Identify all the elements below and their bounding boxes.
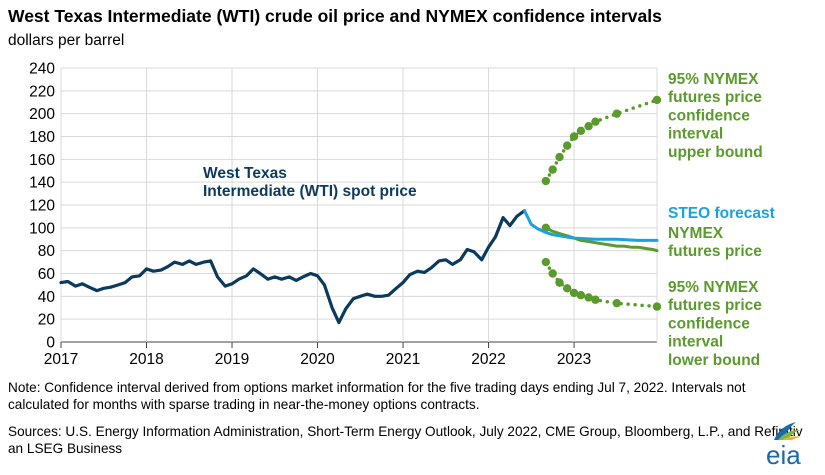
upper-bound-point [548,165,557,174]
lower-bound-point [563,284,572,293]
upper-bound-point [569,132,579,141]
lower-bound-point [541,257,551,267]
gridlines [60,67,658,343]
annotation-nymex: NYMEX [668,225,724,242]
y-tick-label: 200 [29,106,55,123]
steo-series-line [523,209,659,242]
wti-series-line [59,209,527,325]
x-tick-label: 2017 [44,351,78,368]
y-tick-label: 240 [29,61,55,78]
x-tick-label: 2022 [471,351,505,368]
lower-bound-line [544,260,659,309]
upper-bound-point [591,117,600,126]
x-tick-label: 2019 [215,351,249,368]
upper-bound-point [555,152,564,162]
x-tick-label: 2023 [557,351,591,368]
y-tick-label: 140 [29,175,55,192]
lower-bound-point [555,278,564,287]
x-tick-label: 2021 [386,351,420,368]
y-tick-label: 220 [29,83,55,100]
annotation-upper: futures price [668,89,762,106]
chart-sources: Sources: U.S. Energy Information Adminis… [8,424,803,456]
annotation-lower: confidence [668,315,750,332]
y-axis-units: dollars per barrel [8,32,125,49]
y-tick-label: 100 [29,220,55,237]
lower-bound-point [548,269,557,278]
chart-title: West Texas Intermediate (WTI) crude oil … [8,6,662,26]
lower-bound-point [584,293,593,302]
annotation-upper: upper bound [668,144,763,161]
x-tick-label: 2018 [129,351,163,368]
series [59,95,662,325]
annotation-lower: interval [668,334,723,351]
logo-text: eia [766,440,801,470]
y-tick-label: 80 [38,243,56,260]
lower-bound-point [652,302,662,311]
lower-bound-point [591,295,600,304]
lower-bound-point [612,298,622,308]
annotation-upper: 95% NYMEX [668,71,759,88]
eia-logo: eia [756,420,816,475]
y-tick-label: 40 [38,289,56,306]
x-tick-label: 2020 [300,351,335,368]
lower-bound-point [576,290,586,300]
upper-bound-point [576,126,586,135]
upper-bound-line [544,98,659,183]
annotation-lower: futures price [668,297,762,314]
y-tick-label: 20 [38,312,56,329]
annotation-upper: confidence [668,107,750,124]
eia-logo-icon: eia [766,422,802,470]
annotation-lower: lower bound [668,352,760,369]
y-tick-label: 160 [29,152,55,169]
y-tick-label: 180 [29,129,55,146]
annotation-upper: interval [668,126,723,143]
axes: 0 20 40 60 80 100 120 140 160 180 200 220 240 2017 201… [29,61,591,369]
upper-bound-point [563,141,572,150]
annotation-wti: West Texas [203,165,287,182]
y-tick-label: 0 [46,335,55,352]
annotation-nymex: futures price [668,243,762,260]
annotation-steo: STEO forecast [668,205,775,222]
chart-note: Note: Confidence interval derived from o… [8,380,746,412]
upper-bound-point [652,95,662,105]
y-tick-label: 60 [38,266,56,283]
annotation-wti: Intermediate (WTI) spot price [203,183,417,200]
lower-bound-point [569,288,579,298]
y-tick-label: 120 [29,198,55,215]
upper-bound-point [612,109,622,118]
upper-bound-point [584,122,593,131]
nymex-series-line [544,226,659,253]
annotation-lower: 95% NYMEX [668,279,759,296]
upper-bound-point [541,176,551,186]
